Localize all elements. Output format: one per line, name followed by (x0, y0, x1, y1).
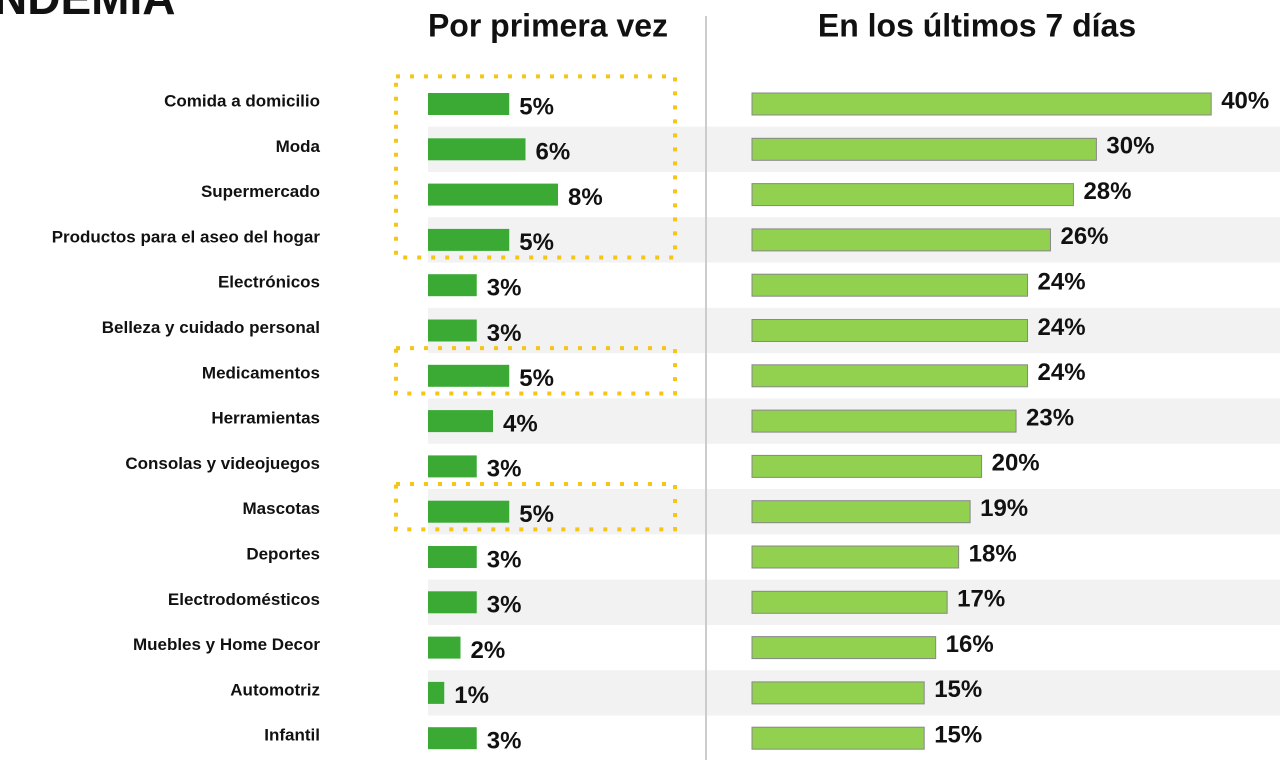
data-label: 40% (1221, 87, 1269, 114)
data-label: 28% (1083, 178, 1131, 205)
data-label: 5% (519, 501, 554, 528)
data-label: 26% (1060, 223, 1108, 250)
bar (751, 228, 1051, 252)
category-label: Automotriz (230, 680, 320, 699)
highlight-box (394, 346, 677, 396)
bar (751, 364, 1029, 388)
category-label: Supermercado (201, 182, 320, 201)
data-label: 3% (487, 275, 522, 302)
category-label: Infantil (264, 726, 320, 745)
bar (751, 500, 971, 524)
data-label: 24% (1038, 314, 1086, 341)
bar (751, 545, 960, 569)
bar (751, 636, 937, 660)
bar (751, 92, 1212, 116)
data-label: 5% (519, 229, 554, 256)
bar (751, 319, 1029, 342)
data-label: 18% (969, 540, 1017, 567)
data-label: 3% (487, 456, 522, 483)
data-label: 4% (503, 410, 538, 437)
bar (751, 590, 948, 614)
data-label: 5% (519, 365, 554, 392)
highlight-box (394, 482, 677, 532)
data-label: 24% (1038, 269, 1086, 296)
bar (428, 319, 477, 342)
data-label: 24% (1038, 359, 1086, 386)
highlight-box (394, 74, 677, 260)
data-label: 3% (487, 592, 522, 619)
bar (428, 546, 477, 568)
bar (428, 636, 461, 659)
chart-title: NDEMIA (0, 0, 175, 24)
data-label: 2% (471, 637, 506, 664)
data-label: 8% (568, 184, 603, 211)
category-label: Belleza y cuidado personal (102, 318, 320, 337)
bar (428, 93, 510, 115)
data-label: 1% (454, 682, 489, 709)
category-label: Mascotas (243, 499, 320, 518)
data-label: 17% (957, 586, 1005, 613)
data-label: 16% (946, 631, 994, 658)
category-label: Electrónicos (218, 273, 320, 292)
bar (428, 727, 477, 750)
bar (751, 454, 983, 478)
bar (428, 455, 477, 478)
bar (751, 273, 1029, 297)
category-label: Comida a domicilio (164, 91, 320, 110)
data-label: 23% (1026, 404, 1074, 431)
data-label: 30% (1106, 133, 1154, 160)
data-label: 3% (487, 728, 522, 755)
category-label: Moda (276, 137, 321, 156)
data-label: 20% (992, 450, 1040, 477)
data-label: 15% (934, 722, 982, 749)
data-label: 3% (487, 320, 522, 347)
bar (428, 591, 477, 614)
bar (428, 364, 510, 387)
bar (428, 228, 510, 251)
bar (751, 726, 925, 750)
bar (428, 274, 477, 297)
category-label: Deportes (246, 544, 320, 563)
data-label: 3% (487, 546, 522, 573)
bar (751, 681, 925, 705)
row-stripe (428, 670, 705, 716)
category-label: Herramientas (211, 409, 320, 428)
bar (751, 137, 1097, 161)
data-label: 15% (934, 676, 982, 703)
bar (428, 138, 526, 161)
category-label: Consolas y videojuegos (125, 454, 320, 473)
category-label: Medicamentos (202, 363, 320, 382)
bar (428, 681, 445, 704)
category-label: Productos para el aseo del hogar (52, 227, 321, 246)
bar (751, 409, 1017, 433)
bar (751, 183, 1074, 207)
bar (428, 410, 493, 433)
panel-header: En los últimos 7 días (818, 7, 1136, 43)
data-label: 5% (519, 93, 554, 120)
category-label: Electrodomésticos (168, 590, 320, 609)
data-label: 19% (980, 495, 1028, 522)
data-label: 6% (536, 139, 571, 166)
bar (428, 183, 558, 206)
panel-header: Por primera vez (428, 7, 668, 43)
category-label: Muebles y Home Decor (133, 635, 320, 654)
bar (428, 500, 510, 523)
